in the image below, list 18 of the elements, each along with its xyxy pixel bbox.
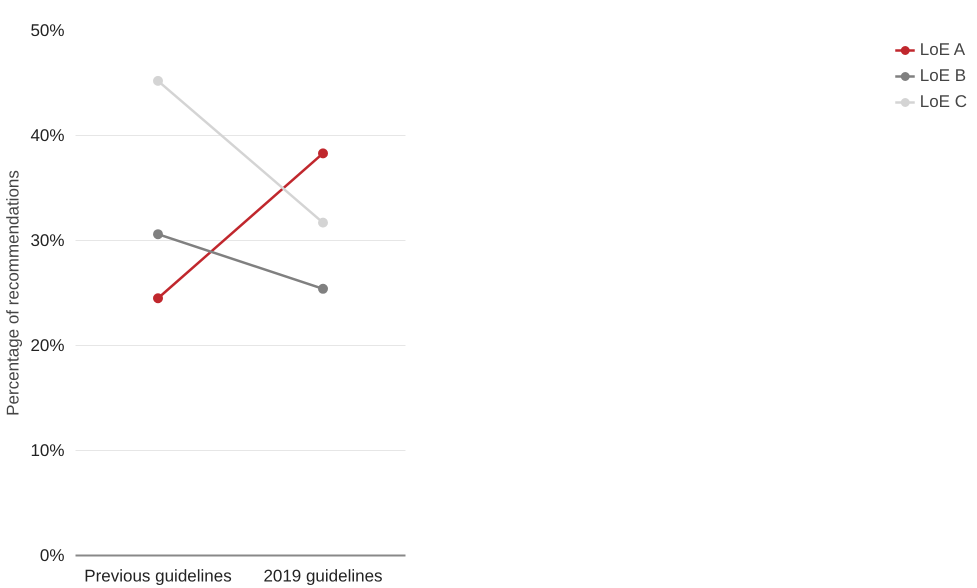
point [153, 229, 163, 240]
point [318, 148, 328, 158]
x-tick-label: 2019 guidelines [263, 566, 383, 586]
point [318, 218, 328, 228]
y-tick-label: 20% [30, 336, 65, 355]
y-tick-label: 50% [30, 21, 65, 40]
point [153, 76, 163, 86]
y-tick-label: 10% [30, 441, 65, 460]
point [318, 284, 328, 294]
point [153, 293, 163, 304]
x-tick-label: Previous guidelines [84, 566, 232, 586]
y-tick-label: 30% [30, 231, 65, 250]
legend-label: LoE C [920, 92, 967, 112]
y-tick-label: 0% [40, 546, 65, 565]
legend-label: LoE B [920, 66, 966, 86]
legend-label: LoE A [920, 40, 966, 60]
y-axis-title: Percentage of recommendations [3, 170, 22, 416]
y-tick-label: 40% [30, 126, 65, 145]
